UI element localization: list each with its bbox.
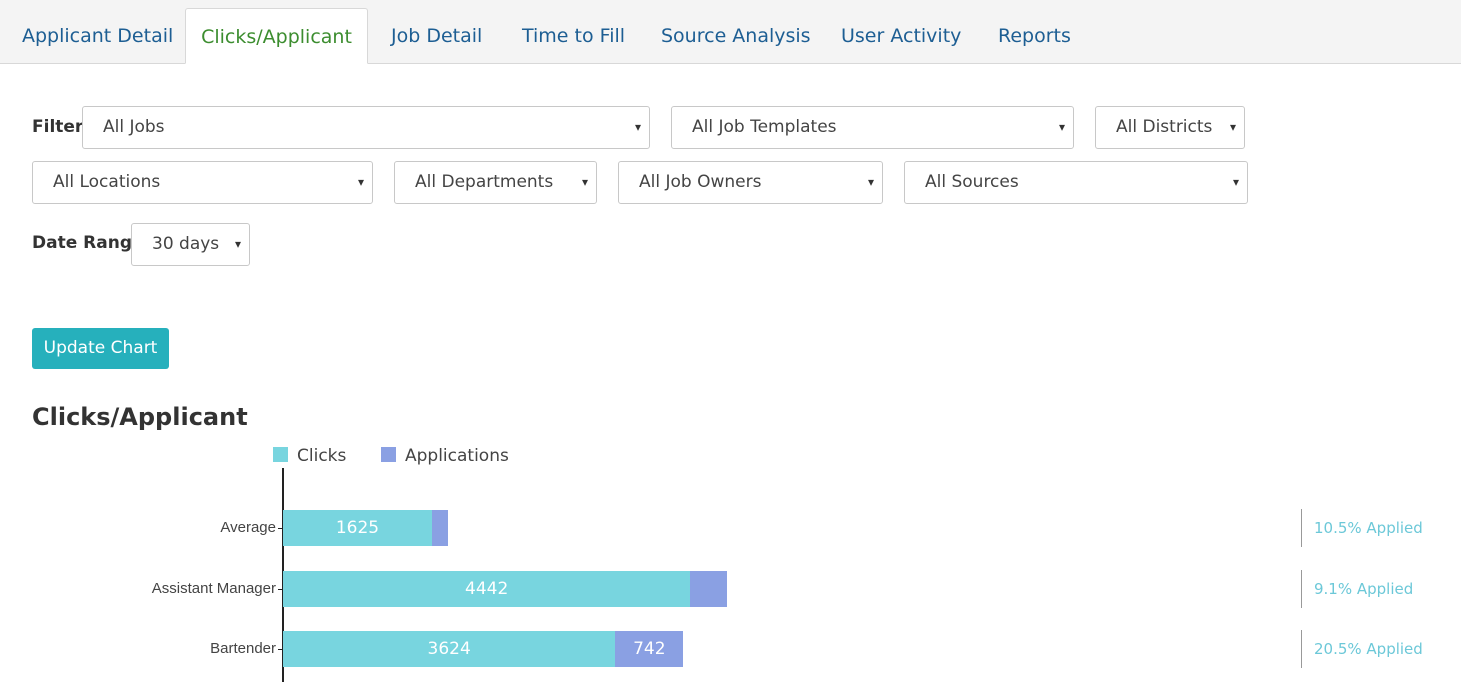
chevron-down-icon: ▾ (1232, 175, 1239, 189)
legend-item-applications[interactable]: Applications (381, 446, 509, 466)
legend-item-clicks[interactable]: Clicks (273, 446, 346, 466)
date-range-select-value: 30 days (152, 234, 220, 254)
applied-divider-bartender (1301, 630, 1302, 668)
chevron-down-icon: ▾ (634, 120, 641, 134)
category-label-assistant-manager: Assistant Manager (151, 580, 276, 597)
bar-applications-assistant-manager[interactable] (690, 571, 728, 607)
applied-rate-bartender: 20.5% Applied (1314, 640, 1423, 658)
job-templates-select-value: All Job Templates (692, 117, 837, 137)
tab-applicant-detail[interactable]: Applicant Detail (22, 25, 174, 47)
chevron-down-icon: ▾ (234, 237, 241, 251)
locations-select-value: All Locations (53, 172, 161, 192)
axis-tick-assistant-manager (278, 589, 282, 590)
bar-clicks-bartender[interactable]: 3624 (283, 631, 616, 667)
districts-select-value: All Districts (1116, 117, 1213, 137)
sources-select[interactable]: All Sources ▾ (904, 161, 1248, 204)
tab-clicks-applicant[interactable]: Clicks/Applicant (185, 8, 368, 64)
bar-clicks-average[interactable]: 1625 (283, 510, 432, 546)
legend-label-applications: Applications (405, 446, 509, 466)
chevron-down-icon: ▾ (357, 175, 364, 189)
filter-label: Filter: (32, 117, 91, 137)
job-owners-select-value: All Job Owners (639, 172, 762, 192)
applied-rate-average: 10.5% Applied (1314, 519, 1423, 537)
locations-select[interactable]: All Locations ▾ (32, 161, 373, 204)
districts-select[interactable]: All Districts ▾ (1095, 106, 1245, 149)
tab-reports[interactable]: Reports (998, 25, 1071, 47)
category-label-average: Average (220, 519, 276, 536)
applied-rate-assistant-manager: 9.1% Applied (1314, 580, 1414, 598)
chevron-down-icon: ▾ (1229, 120, 1236, 134)
axis-tick-average (278, 528, 282, 529)
tab-time-to-fill[interactable]: Time to Fill (522, 25, 626, 47)
legend-swatch-applications (381, 447, 396, 462)
chevron-down-icon: ▾ (581, 175, 588, 189)
chart-y-axis (282, 468, 284, 682)
legend-label-clicks: Clicks (297, 446, 347, 466)
job-owners-select[interactable]: All Job Owners ▾ (618, 161, 883, 204)
legend-swatch-clicks (273, 447, 288, 462)
jobs-select-value: All Jobs (103, 117, 165, 137)
chart-title: Clicks/Applicant (32, 403, 248, 431)
job-templates-select[interactable]: All Job Templates ▾ (671, 106, 1074, 149)
tab-user-activity[interactable]: User Activity (841, 25, 962, 47)
chevron-down-icon: ▾ (867, 175, 874, 189)
category-label-bartender: Bartender (210, 640, 276, 657)
date-range-label: Date Range: (32, 233, 151, 253)
bar-clicks-assistant-manager[interactable]: 4442 (283, 571, 691, 607)
applied-divider-assistant-manager (1301, 570, 1302, 608)
axis-tick-bartender (278, 649, 282, 650)
chevron-down-icon: ▾ (1058, 120, 1065, 134)
bar-applications-bartender[interactable]: 742 (615, 631, 684, 667)
departments-select[interactable]: All Departments ▾ (394, 161, 597, 204)
jobs-select[interactable]: All Jobs ▾ (82, 106, 650, 149)
update-chart-button[interactable]: Update Chart (32, 328, 169, 369)
applied-divider-average (1301, 509, 1302, 547)
tab-job-detail[interactable]: Job Detail (391, 25, 483, 47)
departments-select-value: All Departments (415, 172, 554, 192)
tab-source-analysis[interactable]: Source Analysis (661, 25, 811, 47)
report-tab-bar: Applicant Detail Clicks/Applicant Job De… (0, 0, 1461, 64)
date-range-select[interactable]: 30 days ▾ (131, 223, 250, 266)
bar-applications-average[interactable] (432, 510, 448, 546)
sources-select-value: All Sources (925, 172, 1019, 192)
